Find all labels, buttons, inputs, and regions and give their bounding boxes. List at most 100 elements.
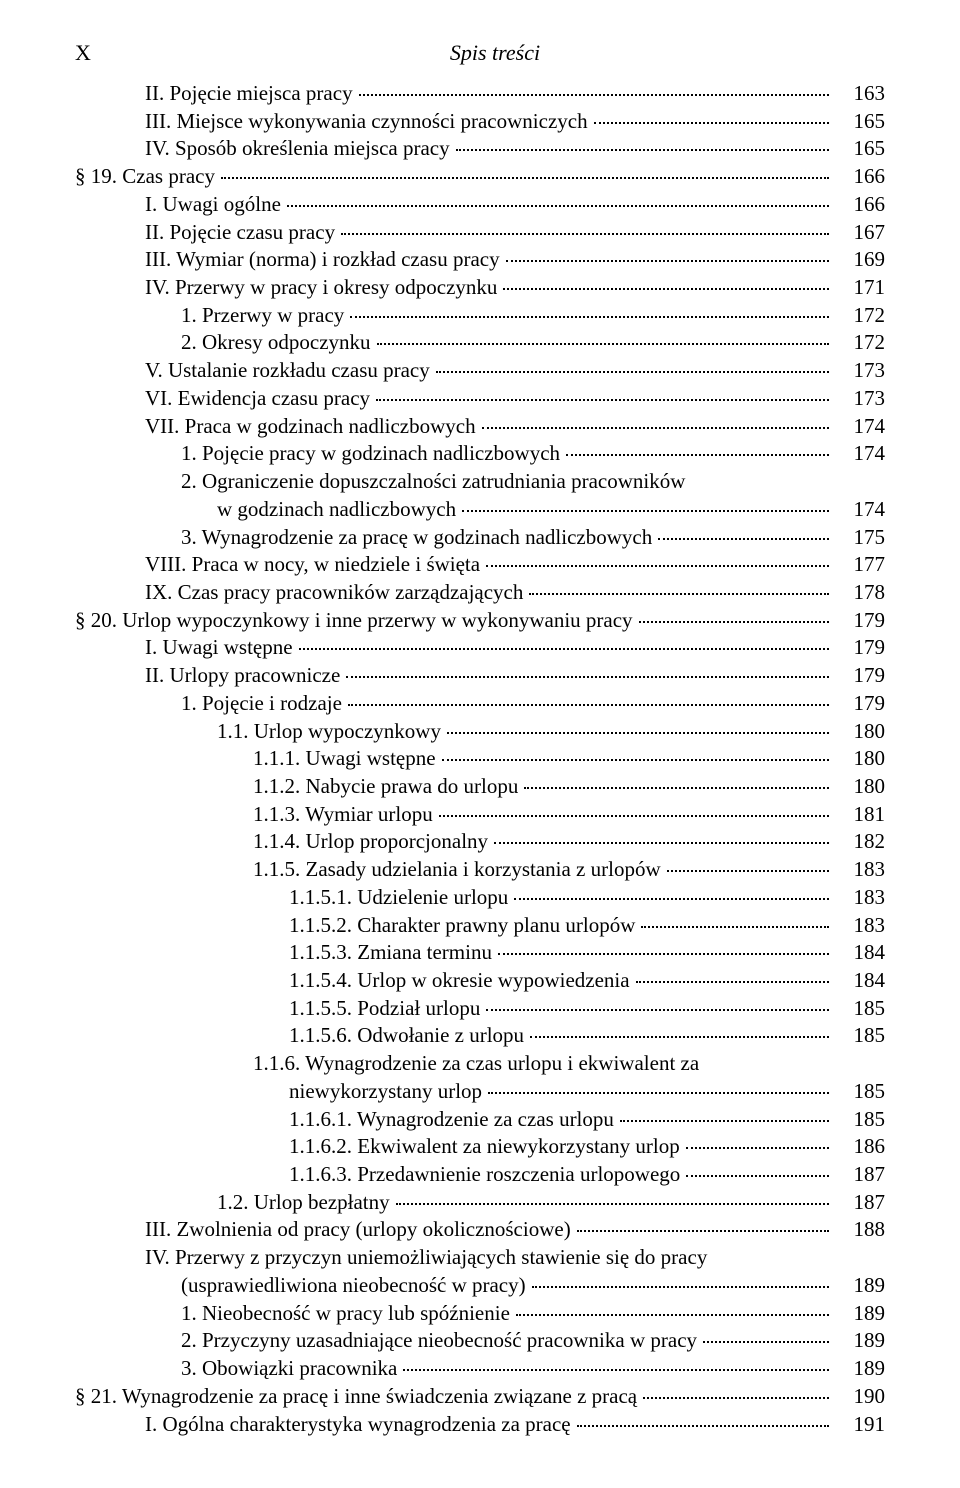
toc-page-number: 169: [835, 246, 885, 274]
toc-entry: VII. Praca w godzinach nadliczbowych174: [75, 413, 885, 441]
toc-entry: I. Uwagi wstępne179: [75, 634, 885, 662]
toc-label: VII. Praca w godzinach nadliczbowych: [145, 413, 476, 441]
toc-label: 1.1.6.1. Wynagrodzenie za czas urlopu: [289, 1106, 614, 1134]
toc-page-number: 182: [835, 828, 885, 856]
toc-page-number: 185: [835, 1106, 885, 1134]
toc-entry: 1.1.5.2. Charakter prawny planu urlopów1…: [75, 912, 885, 940]
toc-page-number: 179: [835, 662, 885, 690]
toc-label: III. Wymiar (norma) i rozkład czasu prac…: [145, 246, 500, 274]
toc-label: § 19. Czas pracy: [75, 163, 215, 191]
toc-page-number: 184: [835, 939, 885, 967]
toc-page-number: 187: [835, 1189, 885, 1217]
toc-label: 2. Okresy odpoczynku: [181, 329, 371, 357]
leader-dots: [486, 1009, 829, 1011]
toc-label: II. Pojęcie miejsca pracy: [145, 80, 353, 108]
leader-dots: [566, 454, 829, 456]
toc-entry: I. Ogólna charakterystyka wynagrodzenia …: [75, 1411, 885, 1439]
toc-label: 1. Nieobecność w pracy lub spóźnienie: [181, 1300, 510, 1328]
toc-page-number: 165: [835, 108, 885, 136]
toc-page-number: 180: [835, 718, 885, 746]
leader-dots: [396, 1203, 829, 1205]
leader-dots: [639, 621, 829, 623]
toc-label: 2. Ograniczenie dopuszczalności zatrudni…: [75, 468, 885, 496]
leader-dots: [486, 565, 829, 567]
leader-dots: [503, 288, 829, 290]
leader-dots: [456, 149, 829, 151]
toc-entry: 1.1. Urlop wypoczynkowy180: [75, 718, 885, 746]
leader-dots: [577, 1425, 829, 1427]
toc-line: niewykorzystany urlop185: [75, 1078, 885, 1106]
toc-entry: 1.1.1. Uwagi wstępne180: [75, 745, 885, 773]
toc-page-number: 190: [835, 1383, 885, 1411]
leader-dots: [641, 926, 829, 928]
leader-dots: [594, 122, 829, 124]
toc-entry: 1.1.4. Urlop proporcjonalny 182: [75, 828, 885, 856]
toc-label: VIII. Praca w nocy, w niedziele i święta: [145, 551, 480, 579]
toc-entry: 1.1.5.1. Udzielenie urlopu183: [75, 884, 885, 912]
toc-label: 1.1.5.4. Urlop w okresie wypowiedzenia: [289, 967, 630, 995]
toc-page-number: 191: [835, 1411, 885, 1439]
toc-label: 1.1.2. Nabycie prawa do urlopu: [253, 773, 518, 801]
toc-page-number: 185: [835, 995, 885, 1023]
toc-page-number: 189: [835, 1327, 885, 1355]
toc-entry: 1.1.6.2. Ekwiwalent za niewykorzystany u…: [75, 1133, 885, 1161]
header-page-number: X: [75, 40, 105, 66]
toc-line: w godzinach nadliczbowych 174: [75, 496, 885, 524]
toc-entry: 1.1.5.5. Podział urlopu 185: [75, 995, 885, 1023]
leader-dots: [514, 898, 829, 900]
toc-page-number: 173: [835, 357, 885, 385]
toc-label: 1.1.5.6. Odwołanie z urlopu: [289, 1022, 524, 1050]
leader-dots: [359, 94, 829, 96]
toc-page-number: 180: [835, 773, 885, 801]
toc-label: § 20. Urlop wypoczynkowy i inne przerwy …: [75, 607, 633, 635]
toc-page-number: 174: [835, 496, 885, 524]
toc-label: w godzinach nadliczbowych: [217, 496, 456, 524]
page-header: X Spis treści: [75, 40, 885, 66]
toc-entry: II. Pojęcie miejsca pracy163: [75, 80, 885, 108]
toc-label: 1.1.5.1. Udzielenie urlopu: [289, 884, 508, 912]
toc-label: IV. Przerwy w pracy i okresy odpoczynku: [145, 274, 497, 302]
leader-dots: [436, 371, 829, 373]
toc-container: II. Pojęcie miejsca pracy163III. Miejsce…: [75, 80, 885, 1438]
toc-label: 1.1.5.2. Charakter prawny planu urlopów: [289, 912, 635, 940]
toc-page-number: 185: [835, 1078, 885, 1106]
toc-label: IV. Sposób określenia miejsca pracy: [145, 135, 450, 163]
toc-label: 1.1.6.2. Ekwiwalent za niewykorzystany u…: [289, 1133, 680, 1161]
toc-entry: IV. Sposób określenia miejsca pracy 165: [75, 135, 885, 163]
leader-dots: [341, 233, 829, 235]
leader-dots: [636, 981, 829, 983]
toc-entry: 1.1.6.3. Przedawnienie roszczenia urlopo…: [75, 1161, 885, 1189]
toc-page-number: 165: [835, 135, 885, 163]
leader-dots: [658, 538, 829, 540]
leader-dots: [488, 1092, 829, 1094]
toc-entry: I. Uwagi ogólne166: [75, 191, 885, 219]
toc-entry: § 21. Wynagrodzenie za pracę i inne świa…: [75, 1383, 885, 1411]
toc-label: 1.1.5.5. Podział urlopu: [289, 995, 480, 1023]
toc-page-number: 189: [835, 1355, 885, 1383]
toc-label: 3. Wynagrodzenie za pracę w godzinach na…: [181, 524, 652, 552]
toc-label: 1.1.4. Urlop proporcjonalny: [253, 828, 488, 856]
toc-entry: 2. Ograniczenie dopuszczalności zatrudni…: [75, 468, 885, 523]
toc-label: I. Uwagi ogólne: [145, 191, 281, 219]
toc-page-number: 166: [835, 163, 885, 191]
leader-dots: [482, 427, 829, 429]
toc-label: V. Ustalanie rozkładu czasu pracy: [145, 357, 430, 385]
toc-page-number: 187: [835, 1161, 885, 1189]
leader-dots: [348, 704, 829, 706]
toc-label: 1.1.3. Wymiar urlopu: [253, 801, 433, 829]
toc-page-number: 177: [835, 551, 885, 579]
toc-entry: VI. Ewidencja czasu pracy173: [75, 385, 885, 413]
leader-dots: [620, 1120, 829, 1122]
toc-page-number: 184: [835, 967, 885, 995]
toc-page-number: 189: [835, 1300, 885, 1328]
toc-label: 1.1.6. Wynagrodzenie za czas urlopu i ek…: [75, 1050, 885, 1078]
toc-entry: IX. Czas pracy pracowników zarządzającyc…: [75, 579, 885, 607]
toc-entry: 1. Przerwy w pracy172: [75, 302, 885, 330]
toc-label: 1.2. Urlop bezpłatny: [217, 1189, 390, 1217]
leader-dots: [667, 870, 829, 872]
toc-page-number: 188: [835, 1216, 885, 1244]
leader-dots: [498, 953, 829, 955]
toc-page-number: 183: [835, 856, 885, 884]
toc-page-number: 179: [835, 690, 885, 718]
toc-entry: IV. Przerwy z przyczyn uniemożliwiającyc…: [75, 1244, 885, 1299]
